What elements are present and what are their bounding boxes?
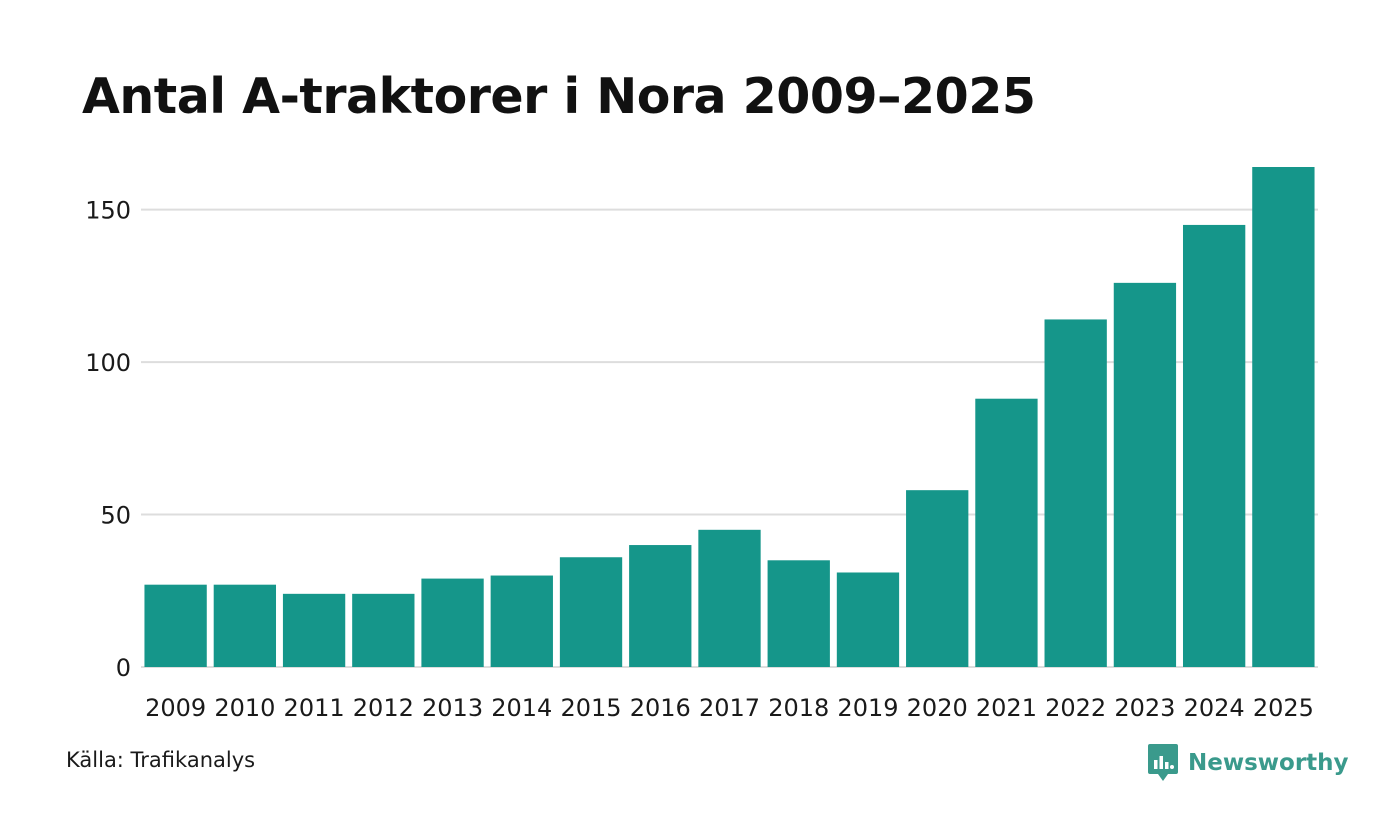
- x-tick-label-2015: 2015: [560, 694, 621, 722]
- x-tick-label-2024: 2024: [1184, 694, 1245, 722]
- x-tick-label-2025: 2025: [1253, 694, 1314, 722]
- chart-title: Antal A-traktorer i Nora 2009–2025: [82, 68, 1036, 125]
- brand-logo: Newsworthy: [1148, 744, 1349, 782]
- x-axis-ticks: 2009 2010 2011 2012 2013 2014 2015 2016 2017 2018…: [145, 694, 1314, 722]
- x-tick-label-2016: 2016: [630, 694, 691, 722]
- y-tick-label-100: 100: [85, 349, 131, 377]
- bar-2012: [352, 593, 415, 667]
- bar-2025: [1252, 167, 1315, 667]
- bar-2022: [1044, 319, 1107, 667]
- x-tick-label-2014: 2014: [491, 694, 552, 722]
- bar-2019: [836, 572, 900, 667]
- bar-2014: [490, 575, 553, 667]
- y-tick-label-150: 150: [85, 197, 131, 225]
- bar-2021: [975, 398, 1038, 667]
- bar-2018: [767, 560, 830, 667]
- source-note: Källa: Trafikanalys: [66, 748, 256, 772]
- y-tick-label-0: 0: [116, 654, 131, 682]
- y-tick-label-50: 50: [100, 502, 131, 530]
- bar-2010: [213, 584, 277, 667]
- bar-2020: [906, 490, 969, 667]
- bar-2017: [698, 529, 761, 667]
- x-tick-label-2012: 2012: [353, 694, 414, 722]
- bar-2009: [144, 584, 207, 667]
- x-tick-label-2010: 2010: [214, 694, 275, 722]
- x-tick-label-2019: 2019: [837, 694, 898, 722]
- bar-2013: [421, 578, 484, 667]
- bar-2024: [1182, 224, 1246, 668]
- x-tick-label-2022: 2022: [1045, 694, 1106, 722]
- brand-name: Newsworthy: [1188, 750, 1349, 776]
- bar-2016: [629, 545, 692, 667]
- x-tick-label-2023: 2023: [1114, 694, 1175, 722]
- x-tick-label-2013: 2013: [422, 694, 483, 722]
- newsworthy-logo-icon: [1148, 744, 1178, 781]
- bar-2015: [559, 557, 623, 667]
- x-tick-label-2020: 2020: [907, 694, 968, 722]
- x-tick-label-2018: 2018: [768, 694, 829, 722]
- x-tick-label-2011: 2011: [284, 694, 345, 722]
- x-tick-label-2021: 2021: [976, 694, 1037, 722]
- bar-2011: [282, 593, 346, 667]
- y-axis-ticks: 0 50 100 150: [85, 197, 131, 682]
- x-tick-label-2017: 2017: [699, 694, 760, 722]
- x-tick-label-2009: 2009: [145, 694, 206, 722]
- bar-2023: [1113, 282, 1177, 667]
- bars: [144, 167, 1315, 668]
